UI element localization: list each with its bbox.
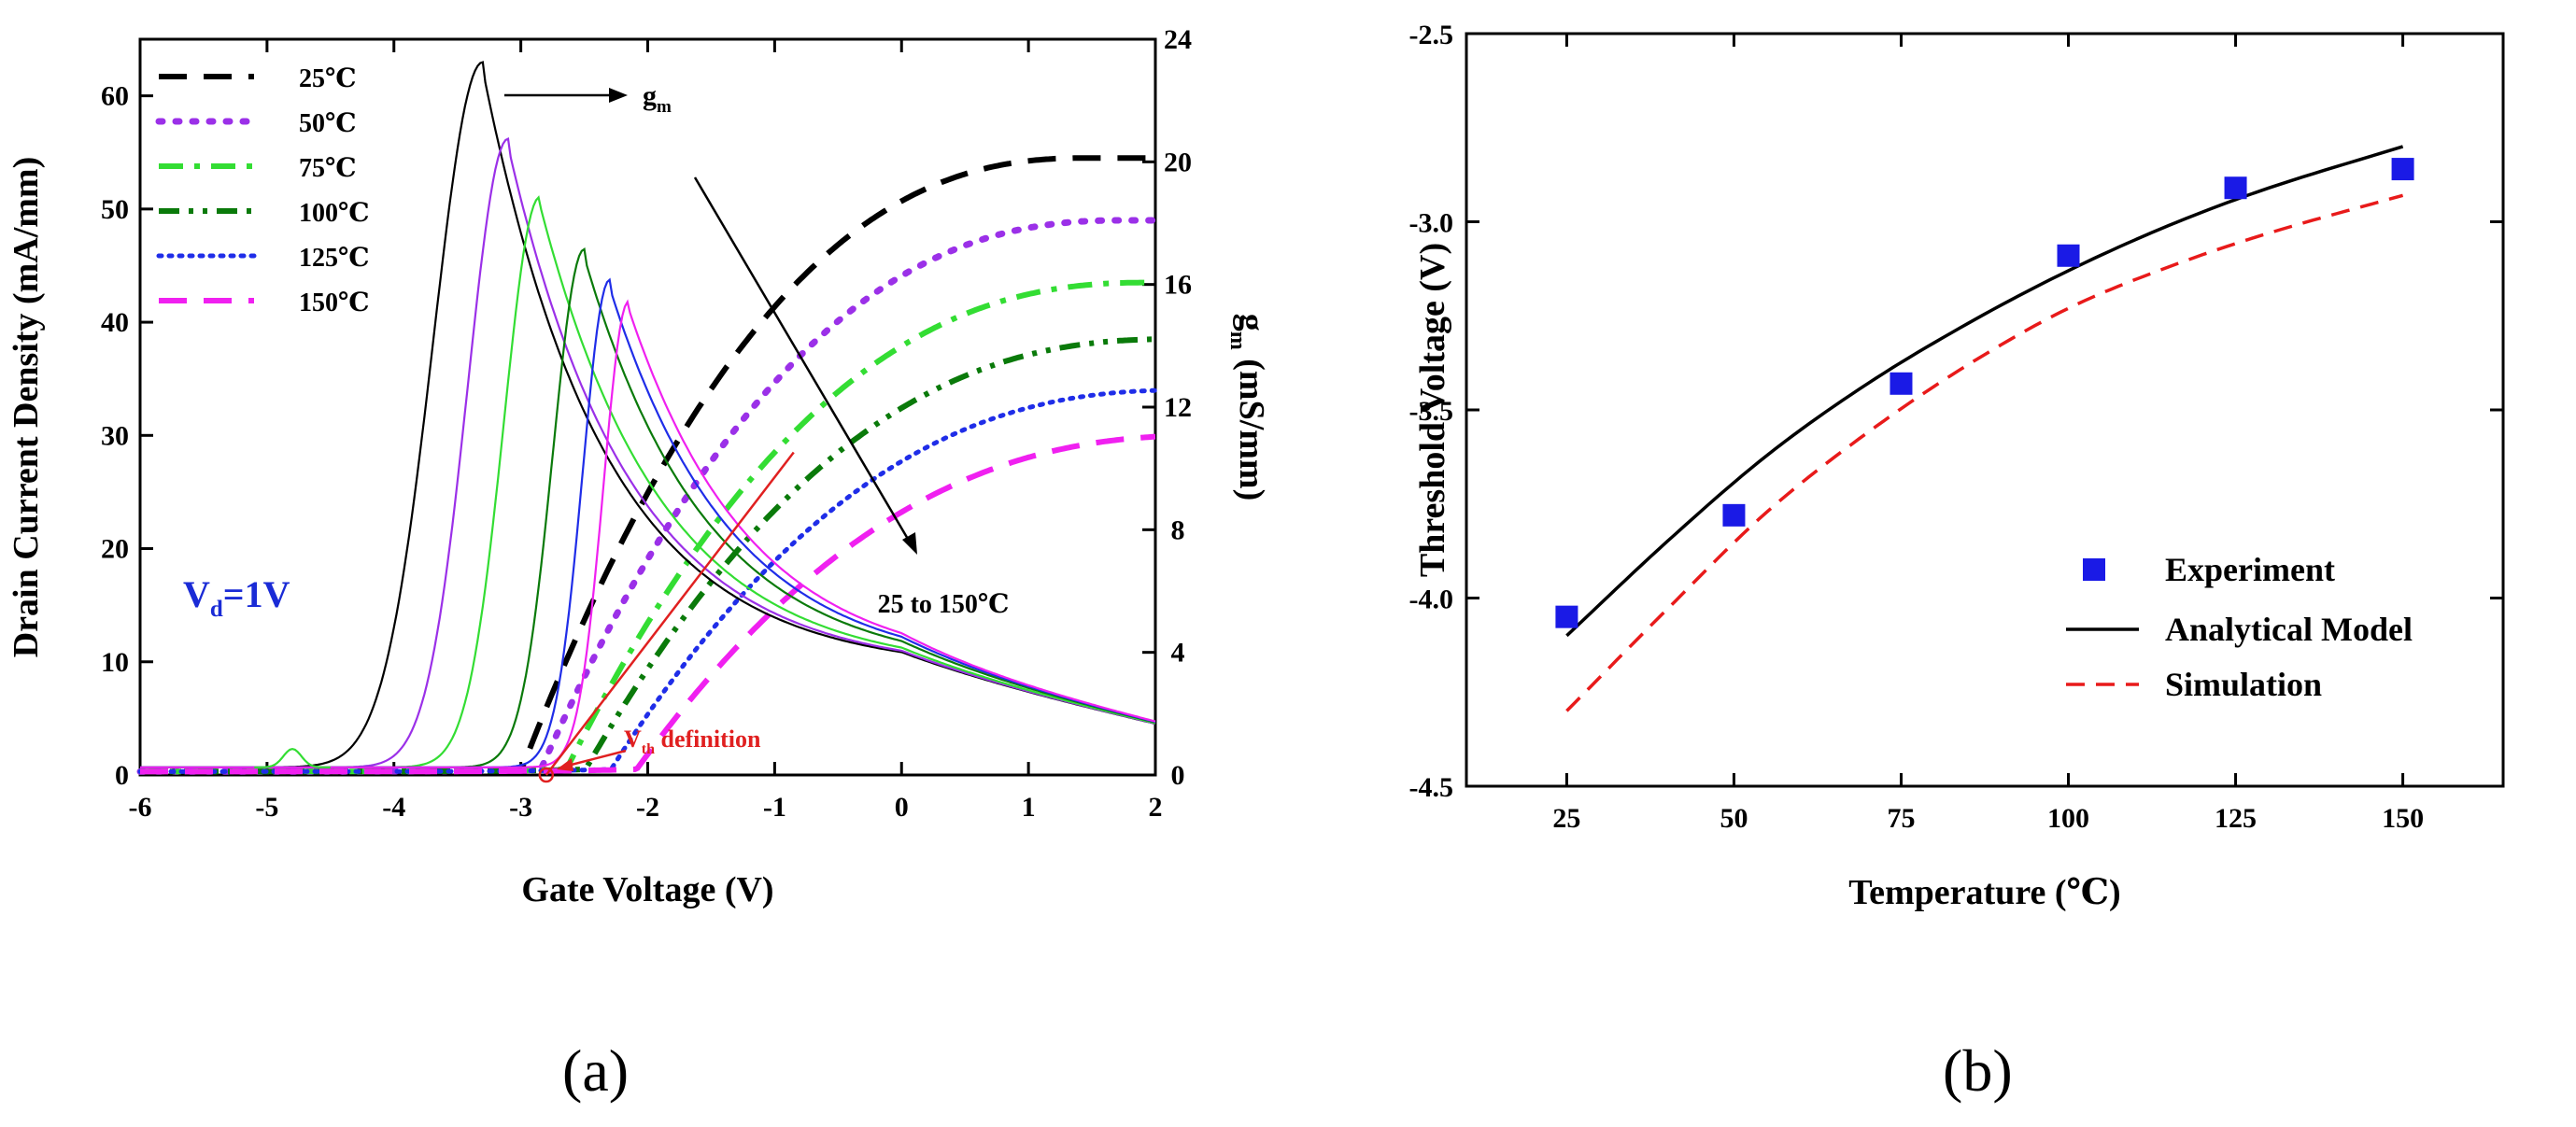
x-tick-label: -4 [382, 792, 405, 823]
x-tick-label: -6 [129, 792, 152, 823]
experiment-point [2391, 158, 2414, 181]
legend-label-model: Analytical Model [2165, 611, 2413, 648]
vth-marker [538, 767, 555, 783]
legend-marker-experiment [2083, 558, 2105, 581]
y-tick-label: 20 [101, 534, 129, 565]
legend-label-a: 125℃ [299, 244, 370, 273]
temp-range-label: 25 to 150℃ [878, 590, 1010, 619]
experiment-point [1890, 372, 1913, 395]
y-axis-title: Drain Current Density (mA/mm) [7, 157, 46, 658]
y-tick-label-b: -3.0 [1409, 208, 1454, 239]
y2-axis-title: gm (mS/mm) [1225, 314, 1271, 500]
y-tick-label-b: -4.5 [1409, 772, 1454, 803]
analytical-model-line [1565, 145, 2404, 638]
y2-tick-label: 16 [1164, 270, 1192, 301]
y2-tick-label: 8 [1171, 514, 1185, 545]
simulation-line [1565, 193, 2404, 712]
gm-curve-4 [140, 247, 1156, 768]
gm-arrow-head [609, 88, 628, 103]
y-tick-label-b: -4.0 [1409, 585, 1454, 615]
legend-label-a: 150℃ [299, 289, 370, 317]
y-axis-title-b: Threshold Voltage (V) [1413, 243, 1452, 577]
x-tick-label: 2 [1149, 792, 1163, 823]
panel-label-b: (b) [1943, 1037, 2013, 1104]
experiment-point [1555, 605, 1578, 628]
id-curve-1 [140, 155, 1155, 775]
chart-b: 25 50 75 100 125 150 -4.5 -4.0 -3.5 -3.0 -2.5 Tempe… [1409, 20, 2505, 912]
x-tick-label-b: 75 [1887, 803, 1915, 834]
legend-label-a: 25℃ [299, 64, 357, 93]
y-tick-label: 40 [101, 307, 129, 338]
y-tick-label: 50 [101, 194, 129, 225]
gm-annotation-label: gm [643, 80, 672, 117]
x-tick-label: 0 [895, 792, 909, 823]
y-tick-label: 10 [101, 647, 129, 678]
id-curve-3 [140, 279, 1155, 775]
experiment-point [2057, 244, 2080, 267]
legend-label-experiment: Experiment [2165, 551, 2335, 588]
vth-tangent-line [545, 451, 795, 776]
y-tick-label: 0 [115, 760, 129, 791]
y2-tick-label: 4 [1171, 638, 1185, 669]
y2-tick-label: 20 [1164, 147, 1192, 177]
vth-annotation: Vth definition [624, 726, 761, 757]
y2-tick-label: 12 [1164, 392, 1192, 423]
temp-arrow [693, 176, 913, 546]
gm-curve-6 [140, 299, 1156, 768]
legend-label-a: 50℃ [299, 109, 357, 138]
y2-tick-label: 24 [1164, 24, 1192, 55]
y-tick-label-b: -3.5 [1409, 396, 1454, 427]
vth-pointer-head [557, 758, 573, 771]
gm-bump [254, 747, 331, 768]
x-axis-title-b: Temperature (℃) [1848, 873, 2120, 912]
x-tick-label: -5 [255, 792, 278, 823]
experiment-point [2224, 176, 2247, 200]
y-tick-label-b: -2.5 [1409, 20, 1454, 50]
y-tick-label: 30 [101, 420, 129, 451]
x-tick-label-b: 125 [2215, 803, 2257, 834]
x-tick-label: -1 [763, 792, 786, 823]
legend-label-a: 75℃ [299, 154, 357, 183]
x-tick-label-b: 25 [1552, 803, 1580, 834]
x-tick-label: -2 [636, 792, 659, 823]
y-tick-label: 60 [101, 81, 129, 112]
x-tick-label-b: 50 [1720, 803, 1748, 834]
chart-a: -6 -5 -4 -3 -2 -1 0 1 2010203040506004812162024G… [7, 24, 1271, 909]
gm-curve-5 [140, 277, 1156, 768]
x-tick-label: -3 [509, 792, 532, 823]
x-tick-label: 1 [1022, 792, 1036, 823]
legend-label-simulation: Simulation [2165, 666, 2322, 703]
x-tick-label-b: 150 [2382, 803, 2424, 834]
vd-annotation: Vd=1V [183, 573, 290, 622]
id-curve-6 [140, 433, 1156, 775]
temp-arrow-head [902, 532, 917, 555]
gm-curve-3 [140, 195, 1156, 768]
x-axis-title: Gate Voltage (V) [521, 870, 773, 909]
plot-frame-b [1465, 32, 2505, 788]
legend-label-a: 100℃ [299, 199, 370, 228]
experiment-point [1722, 503, 1746, 527]
panel-label-a: (a) [562, 1037, 630, 1104]
id-curve-5 [137, 387, 1158, 774]
y2-tick-label: 0 [1171, 760, 1185, 791]
x-tick-label-b: 100 [2047, 803, 2089, 834]
